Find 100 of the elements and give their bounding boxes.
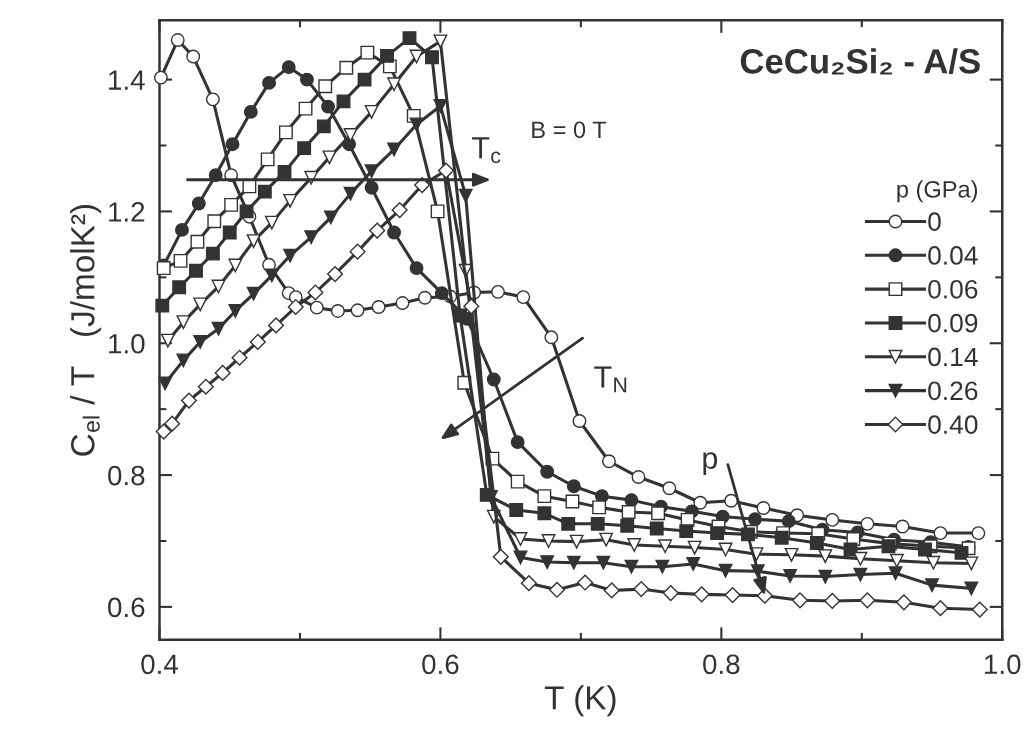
point (602, 454, 616, 469)
point (193, 297, 208, 312)
legend-label: 0.06 (928, 279, 978, 299)
point (323, 210, 338, 225)
point (176, 353, 191, 368)
y-tick-label: 0.6 (108, 597, 145, 618)
annotation: T$_{c}$ (472, 137, 501, 164)
point (307, 284, 324, 301)
point (463, 298, 480, 315)
point (304, 230, 319, 245)
point (409, 117, 424, 132)
point (246, 286, 261, 301)
point (327, 265, 344, 283)
point (590, 516, 605, 531)
legend-title: p (GPa) (897, 180, 978, 203)
point (257, 184, 272, 199)
x-tick-label: 0.4 (141, 654, 178, 675)
point (395, 296, 410, 310)
x-tick-label: 0.6 (422, 654, 459, 675)
point (925, 578, 939, 593)
point (225, 137, 240, 152)
point (888, 566, 903, 581)
legend-label: 0.04 (928, 246, 978, 265)
point (300, 72, 314, 87)
point (231, 349, 248, 366)
point (180, 392, 198, 409)
point (193, 334, 208, 349)
point (309, 300, 324, 315)
point (228, 258, 243, 273)
point (791, 592, 809, 609)
point (918, 542, 932, 557)
point (548, 581, 566, 598)
point (621, 505, 636, 519)
point (214, 364, 231, 381)
point (316, 119, 331, 134)
point (516, 290, 531, 305)
point (603, 582, 620, 599)
point (190, 234, 205, 249)
annotation: B = 0 T (532, 121, 607, 139)
legend-label: 0.40 (928, 415, 978, 434)
point (402, 31, 417, 46)
point (298, 101, 313, 116)
point (224, 197, 239, 212)
legend-label: 0.09 (928, 313, 978, 333)
point (718, 563, 733, 578)
y-axis-title: C$_{el}$ / T (J/molK²) (70, 204, 102, 456)
point (330, 304, 345, 318)
point (186, 49, 201, 64)
point (249, 333, 266, 350)
point (662, 584, 679, 602)
point (430, 204, 445, 219)
point (268, 317, 285, 334)
point (339, 60, 354, 75)
x-tick-label: 1.0 (985, 654, 1021, 675)
point (418, 290, 432, 305)
point (425, 50, 439, 65)
point (336, 94, 351, 109)
point (409, 261, 424, 276)
point (724, 493, 739, 508)
point (262, 75, 276, 90)
point (596, 555, 611, 570)
annotation: T$_{N}$ (594, 366, 627, 393)
point (825, 512, 840, 527)
point (287, 298, 304, 316)
point (710, 526, 725, 541)
point (264, 268, 279, 283)
point (748, 512, 762, 527)
point (566, 555, 581, 570)
point (173, 253, 188, 268)
point (662, 481, 677, 496)
point (513, 550, 528, 565)
point (343, 186, 358, 201)
point (537, 489, 552, 504)
point (153, 70, 168, 85)
point (369, 222, 386, 239)
point (693, 495, 708, 510)
point (158, 376, 173, 391)
point (349, 243, 366, 260)
point (686, 557, 701, 571)
point (620, 518, 635, 533)
point (164, 415, 181, 432)
point (859, 592, 876, 609)
point (197, 378, 214, 395)
point (297, 141, 312, 156)
x-axis-title: T (K) (544, 685, 616, 717)
point (222, 225, 237, 240)
point (486, 372, 501, 387)
point (191, 196, 206, 211)
point (260, 152, 275, 167)
point (205, 246, 220, 261)
point (818, 569, 833, 584)
point (655, 559, 670, 574)
legend-label: 0.26 (928, 381, 978, 401)
y-tick-label: 1.0 (109, 333, 145, 354)
point (933, 526, 948, 541)
point (824, 592, 841, 610)
point (649, 521, 664, 536)
point (391, 202, 408, 219)
point (371, 300, 386, 314)
point (510, 435, 525, 450)
